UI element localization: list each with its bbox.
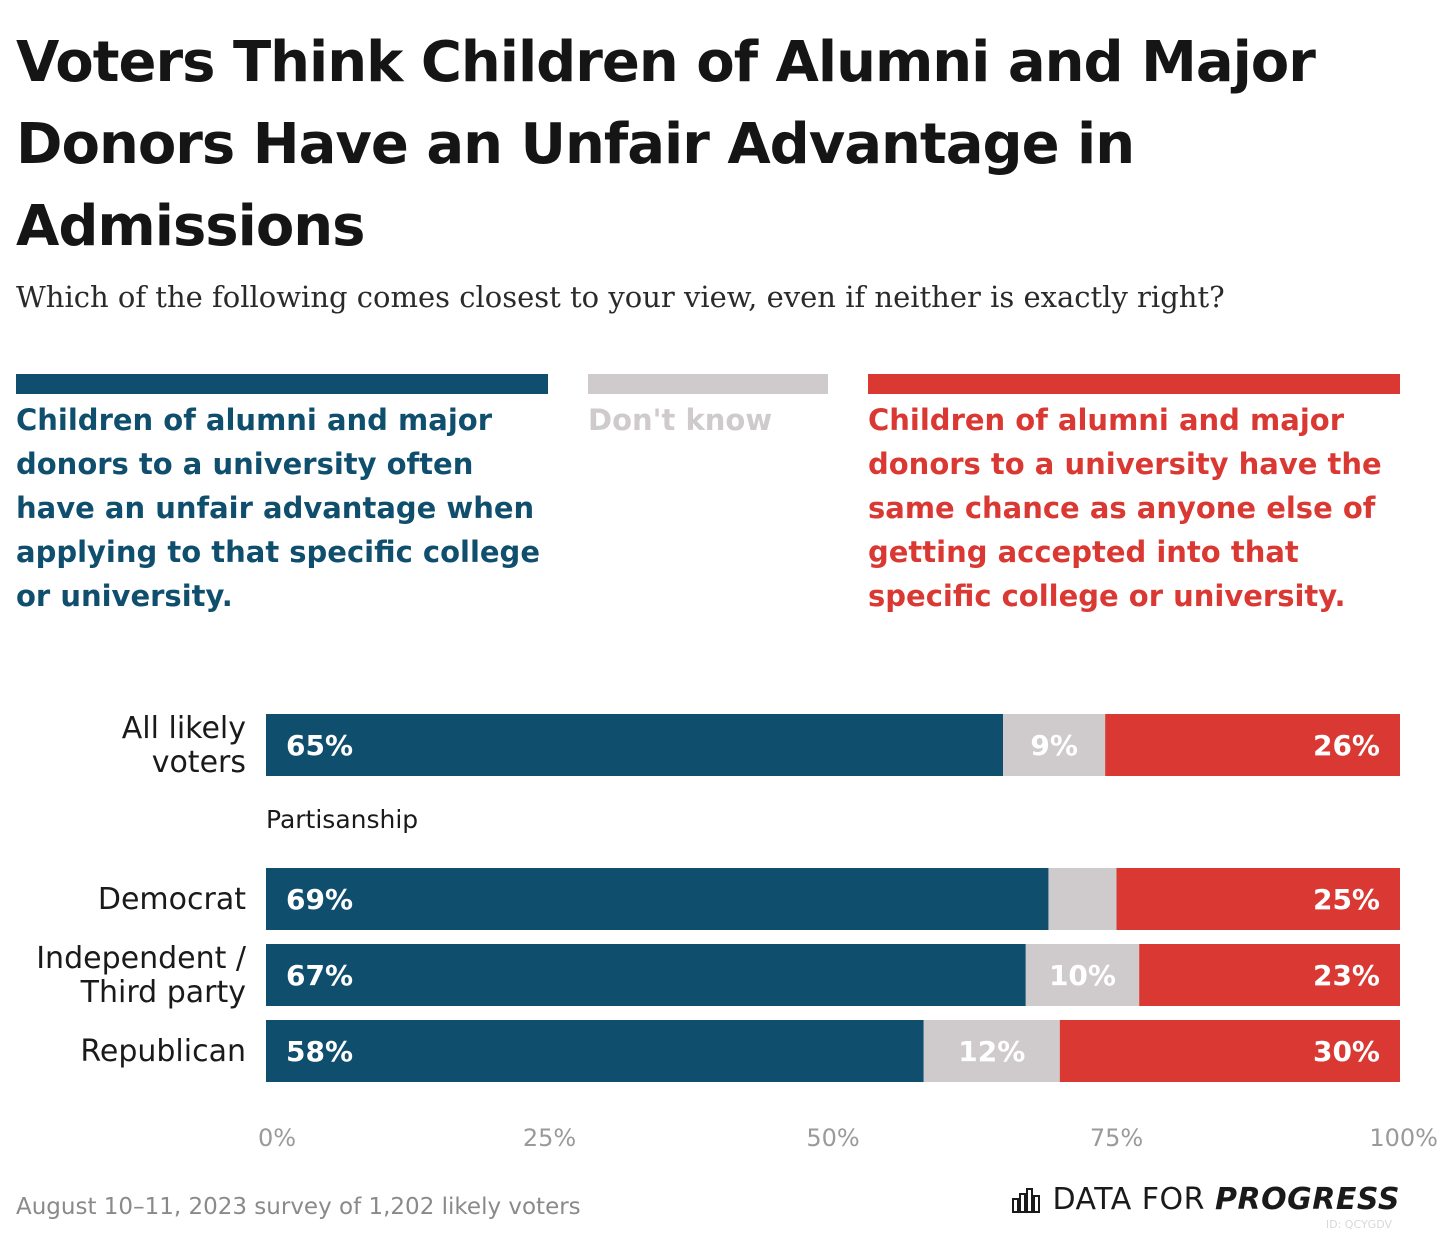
x-tick-label-0: 0%: [258, 1124, 296, 1152]
legend-label-dont-know: Don't know: [588, 403, 773, 437]
category-label-democrat: Democrat: [98, 882, 246, 917]
data-label-all-likely-voters-0: 65%: [286, 729, 353, 762]
category-label-independent-third-party: Independent /: [36, 941, 247, 976]
category-label-all-likely-voters: voters: [152, 745, 246, 780]
x-tick-label-4: 100%: [1369, 1124, 1438, 1152]
data-label-republican-1: 12%: [958, 1035, 1025, 1068]
data-label-republican-2: 30%: [1313, 1035, 1380, 1068]
bar-segment-republican-0: [266, 1020, 924, 1082]
chart-id: ID: QCYGDV: [1325, 1218, 1392, 1231]
legend-swatch-same-chance: [868, 374, 1400, 394]
category-label-republican: Republican: [80, 1034, 246, 1069]
data-label-independent-third-party-0: 67%: [286, 959, 353, 992]
data-label-all-likely-voters-2: 26%: [1313, 729, 1380, 762]
x-tick-label-2: 50%: [806, 1124, 859, 1152]
category-label-all-likely-voters: All likely: [122, 711, 246, 746]
legend-swatch-dont-know: [588, 374, 828, 394]
legend-label-same-chance: Children of alumni and major donors to a…: [868, 403, 1382, 613]
legend-label-unfair-advantage: Children of alumni and major donors to a…: [16, 403, 540, 613]
bar-segment-all-likely-voters-0: [266, 714, 1004, 776]
bar-segment-republican-1: [923, 1020, 1060, 1082]
data-label-independent-third-party-1: 10%: [1049, 959, 1116, 992]
data-label-democrat-0: 69%: [286, 883, 353, 916]
bar-segment-democrat-1: [1048, 868, 1117, 930]
bar-segment-democrat-0: [266, 868, 1049, 930]
bar-segment-independent-third-party-2: [1139, 944, 1400, 1006]
group-label-partisanship: Partisanship: [266, 805, 418, 834]
chart-subtitle: Which of the following comes closest to …: [16, 280, 1225, 314]
legend-swatch-unfair-advantage: [16, 374, 548, 394]
bar-segment-independent-third-party-0: [266, 944, 1026, 1006]
x-tick-label-1: 25%: [523, 1124, 576, 1152]
bar-segment-independent-third-party-1: [1025, 944, 1140, 1006]
bar-segment-all-likely-voters-1: [1003, 714, 1106, 776]
survey-note: August 10–11, 2023 survey of 1,202 likel…: [16, 1194, 581, 1220]
data-label-republican-0: 58%: [286, 1035, 353, 1068]
data-label-democrat-2: 25%: [1313, 883, 1380, 916]
bar-segment-all-likely-voters-2: [1105, 714, 1400, 776]
brand-name: DATA FOR PROGRESS: [1052, 1182, 1400, 1217]
data-label-independent-third-party-2: 23%: [1313, 959, 1380, 992]
x-tick-label-3: 75%: [1090, 1124, 1143, 1152]
bar-chart-logo-icon: [1012, 1187, 1041, 1213]
bar-segment-republican-2: [1059, 1020, 1400, 1082]
bar-segment-democrat-2: [1116, 868, 1400, 930]
chart-title: Voters Think Children of Alumni and Majo…: [16, 30, 1316, 259]
data-label-all-likely-voters-1: 9%: [1030, 729, 1078, 762]
category-label-independent-third-party: Third party: [80, 975, 246, 1010]
brand-logo: DATA FOR PROGRESS: [1012, 1182, 1400, 1217]
